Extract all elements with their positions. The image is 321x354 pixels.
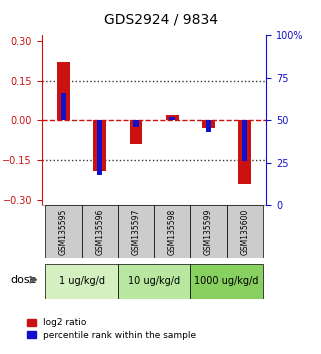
Bar bbox=[166, 115, 178, 120]
Legend: log2 ratio, percentile rank within the sample: log2 ratio, percentile rank within the s… bbox=[27, 318, 196, 340]
Text: dose: dose bbox=[10, 275, 37, 285]
Text: GSM135600: GSM135600 bbox=[240, 209, 249, 255]
FancyBboxPatch shape bbox=[82, 205, 118, 258]
Text: GSM135596: GSM135596 bbox=[95, 209, 104, 255]
Text: GSM135598: GSM135598 bbox=[168, 209, 177, 255]
FancyBboxPatch shape bbox=[118, 264, 190, 299]
FancyBboxPatch shape bbox=[45, 264, 118, 299]
FancyBboxPatch shape bbox=[227, 205, 263, 258]
Text: 1 ug/kg/d: 1 ug/kg/d bbox=[59, 276, 105, 286]
Bar bbox=[61, 93, 66, 120]
Bar bbox=[169, 117, 175, 120]
Text: GSM135599: GSM135599 bbox=[204, 209, 213, 255]
Bar bbox=[93, 120, 106, 171]
Bar bbox=[238, 120, 251, 184]
Bar bbox=[97, 120, 102, 175]
FancyBboxPatch shape bbox=[190, 264, 263, 299]
FancyBboxPatch shape bbox=[190, 205, 227, 258]
Text: GDS2924 / 9834: GDS2924 / 9834 bbox=[103, 12, 218, 27]
FancyBboxPatch shape bbox=[118, 205, 154, 258]
Text: GSM135597: GSM135597 bbox=[132, 209, 141, 255]
Text: 10 ug/kg/d: 10 ug/kg/d bbox=[128, 276, 180, 286]
Text: 1000 ug/kg/d: 1000 ug/kg/d bbox=[195, 276, 259, 286]
Bar bbox=[133, 120, 139, 127]
Text: GSM135595: GSM135595 bbox=[59, 209, 68, 255]
FancyBboxPatch shape bbox=[45, 205, 82, 258]
Bar bbox=[57, 62, 70, 120]
Bar bbox=[202, 120, 215, 129]
Bar bbox=[130, 120, 142, 144]
FancyBboxPatch shape bbox=[154, 205, 190, 258]
Bar bbox=[242, 120, 247, 161]
Bar bbox=[206, 120, 211, 132]
